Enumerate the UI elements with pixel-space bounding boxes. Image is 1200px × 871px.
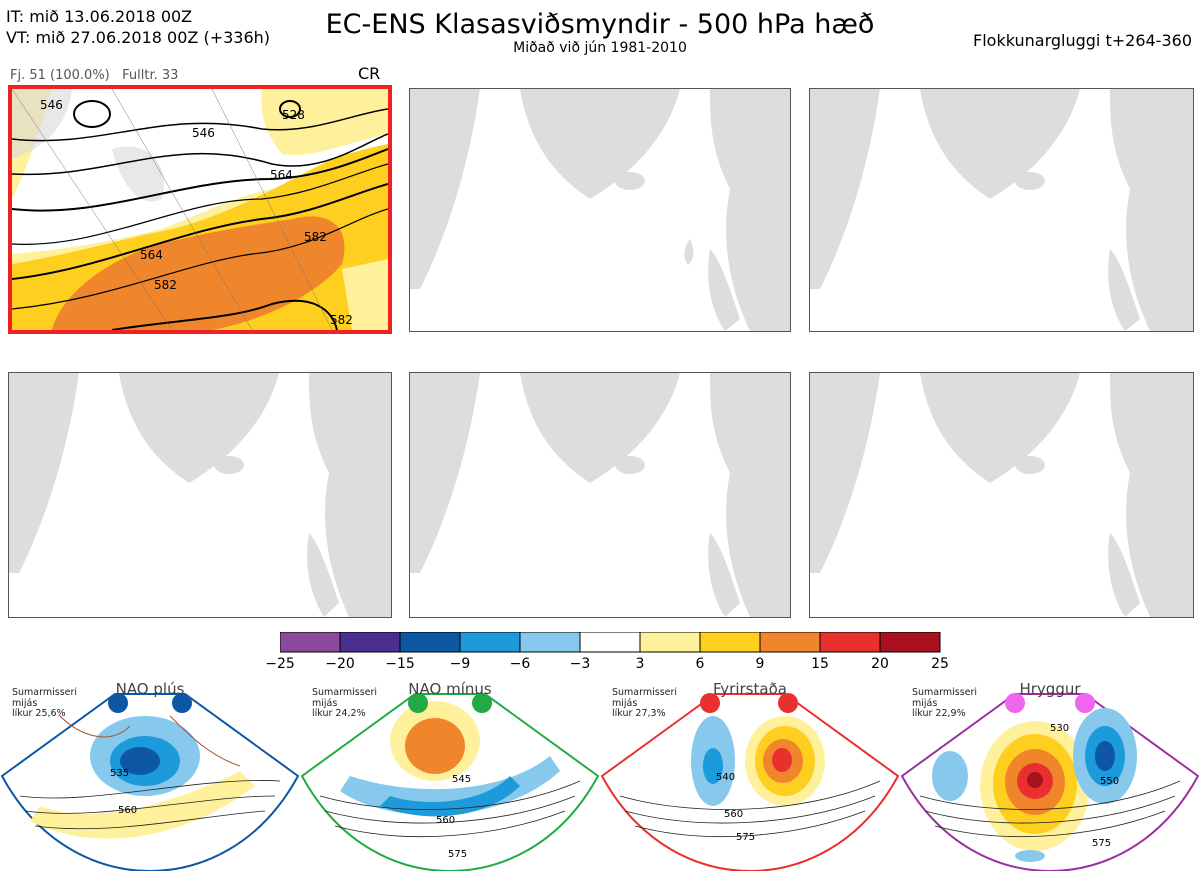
cluster-map-2[interactable]	[409, 88, 791, 332]
cluster-map-3[interactable]	[809, 88, 1194, 332]
member-count: Fj. 51 (100.0%)	[10, 68, 110, 83]
coastline-map	[9, 373, 391, 617]
regime-nao-minus[interactable]: 545 560 575 NAO mínus Sumarmisseri mijás l…	[300, 676, 600, 871]
regime-title: Hryggur	[1019, 680, 1081, 698]
coastline-map	[410, 89, 790, 331]
colorbar-tick-label: −6	[509, 656, 531, 672]
classification-window: Flokkunargluggi t+264-360	[973, 31, 1192, 50]
regime-marker-icon	[1075, 693, 1095, 713]
colorbar-swatch	[519, 632, 581, 653]
contour-label: 528	[282, 108, 305, 122]
colorbar-tick-label: −9	[449, 656, 471, 672]
regime-contour-label: 540	[716, 772, 735, 783]
representative-member: Fulltr. 33	[122, 68, 179, 83]
contour-label: 582	[304, 230, 327, 244]
colorbar-swatch	[339, 632, 401, 653]
contour-label: 564	[270, 168, 293, 182]
cluster-info: Fj. 51 (100.0%) Fulltr. 33	[10, 68, 178, 83]
colorbar-tick-label: 6	[695, 656, 705, 672]
colorbar-swatch	[639, 632, 701, 653]
regime-contour-label: 550	[1100, 776, 1119, 787]
regime-marker-icon	[172, 693, 192, 713]
regime-note: Sumarmisseri mijás líkur 27,3%	[612, 687, 678, 719]
regime-contour-label: 575	[448, 849, 467, 860]
colorbar-swatch	[280, 632, 341, 653]
regime-contour-label: 530	[1050, 723, 1069, 734]
regime-map: 530 550 575	[900, 693, 1200, 871]
contour-label: 546	[40, 98, 63, 112]
coastline-map	[810, 373, 1193, 617]
colorbar-swatch	[819, 632, 881, 653]
regime-marker-icon	[700, 693, 720, 713]
coastline-map	[810, 89, 1193, 331]
contour-label: 582	[154, 278, 177, 292]
regime-nao-plus[interactable]: 535 560 NAO plús Sumarmisseri mijás líkur …	[0, 676, 300, 871]
regime-contour-label: 575	[1092, 838, 1111, 849]
page-title: EC-ENS Klasasviðsmyndir - 500 hPa hæð	[325, 9, 875, 40]
cluster-map-1[interactable]: 528 546 546 564 564 582 582 582	[8, 85, 392, 334]
colorbar-tick-label: 15	[811, 656, 829, 672]
regime-marker-icon	[108, 693, 128, 713]
page-subtitle: Miðað við jún 1981-2010	[513, 40, 687, 56]
cluster-map-5[interactable]	[409, 372, 791, 618]
colorbar-tick-label: 25	[931, 656, 949, 672]
regime-contour-label: 545	[452, 774, 471, 785]
regime-blocking[interactable]: 540 560 575 Fyrirstaða Sumarmisseri mijás…	[600, 676, 900, 871]
regime-title: NAO plús	[115, 680, 185, 698]
contour-label: 546	[192, 126, 215, 140]
regime-marker-icon	[472, 693, 492, 713]
regime-contour-label: 575	[736, 832, 755, 843]
header-times: IT: mið 13.06.2018 00Z VT: mið 27.06.201…	[6, 6, 270, 48]
regime-title: NAO mínus	[408, 680, 492, 698]
regime-marker-icon	[778, 693, 798, 713]
cluster-map-1-graphic: 528 546 546 564 564 582 582 582	[12, 89, 388, 330]
colorbar-tick-label: 20	[871, 656, 889, 672]
regime-title: Fyrirstaða	[713, 680, 787, 698]
regime-contour-label: 560	[118, 805, 137, 816]
regime-contour-label: 560	[724, 809, 743, 820]
colorbar-swatch	[399, 632, 461, 653]
colorbar-tick-label: 9	[755, 656, 765, 672]
contour-label: 582	[330, 313, 353, 327]
regime-contour-label: 535	[110, 768, 129, 779]
contour-label: 564	[140, 248, 163, 262]
colorbar-tick-label: −20	[325, 656, 355, 672]
regime-note: Sumarmisseri mijás líkur 22,9%	[912, 687, 978, 719]
cluster-map-4[interactable]	[8, 372, 392, 618]
colorbar-swatch	[579, 632, 641, 653]
regime-contour-label: 560	[436, 815, 455, 826]
coastline-map	[410, 373, 790, 617]
cluster-map-6[interactable]	[809, 372, 1194, 618]
regime-map: 535 560	[0, 693, 300, 871]
regime-ridge[interactable]: 530 550 575 Hryggur Sumarmisseri mijás lík…	[900, 676, 1200, 871]
colorbar-swatch	[879, 632, 941, 653]
colorbar-tick-label: −25	[265, 656, 295, 672]
colorbar-swatch	[699, 632, 761, 653]
colorbar-tick-label: −15	[385, 656, 415, 672]
colorbar-tick-label: −3	[569, 656, 591, 672]
regime-note: Sumarmisseri mijás líkur 24,2%	[312, 687, 378, 719]
colorbar-tick-label: 3	[635, 656, 645, 672]
colorbar	[280, 632, 941, 653]
valid-time: VT: mið 27.06.2018 00Z (+336h)	[6, 28, 271, 47]
regime-tag: CR	[358, 64, 381, 83]
colorbar-swatch	[759, 632, 821, 653]
initial-time: IT: mið 13.06.2018 00Z	[6, 7, 193, 26]
colorbar-swatch	[459, 632, 521, 653]
regime-marker-icon	[408, 693, 428, 713]
regime-marker-icon	[1005, 693, 1025, 713]
regime-note: Sumarmisseri mijás líkur 25,6%	[12, 687, 78, 719]
regime-map: 540 560 575	[600, 693, 900, 871]
